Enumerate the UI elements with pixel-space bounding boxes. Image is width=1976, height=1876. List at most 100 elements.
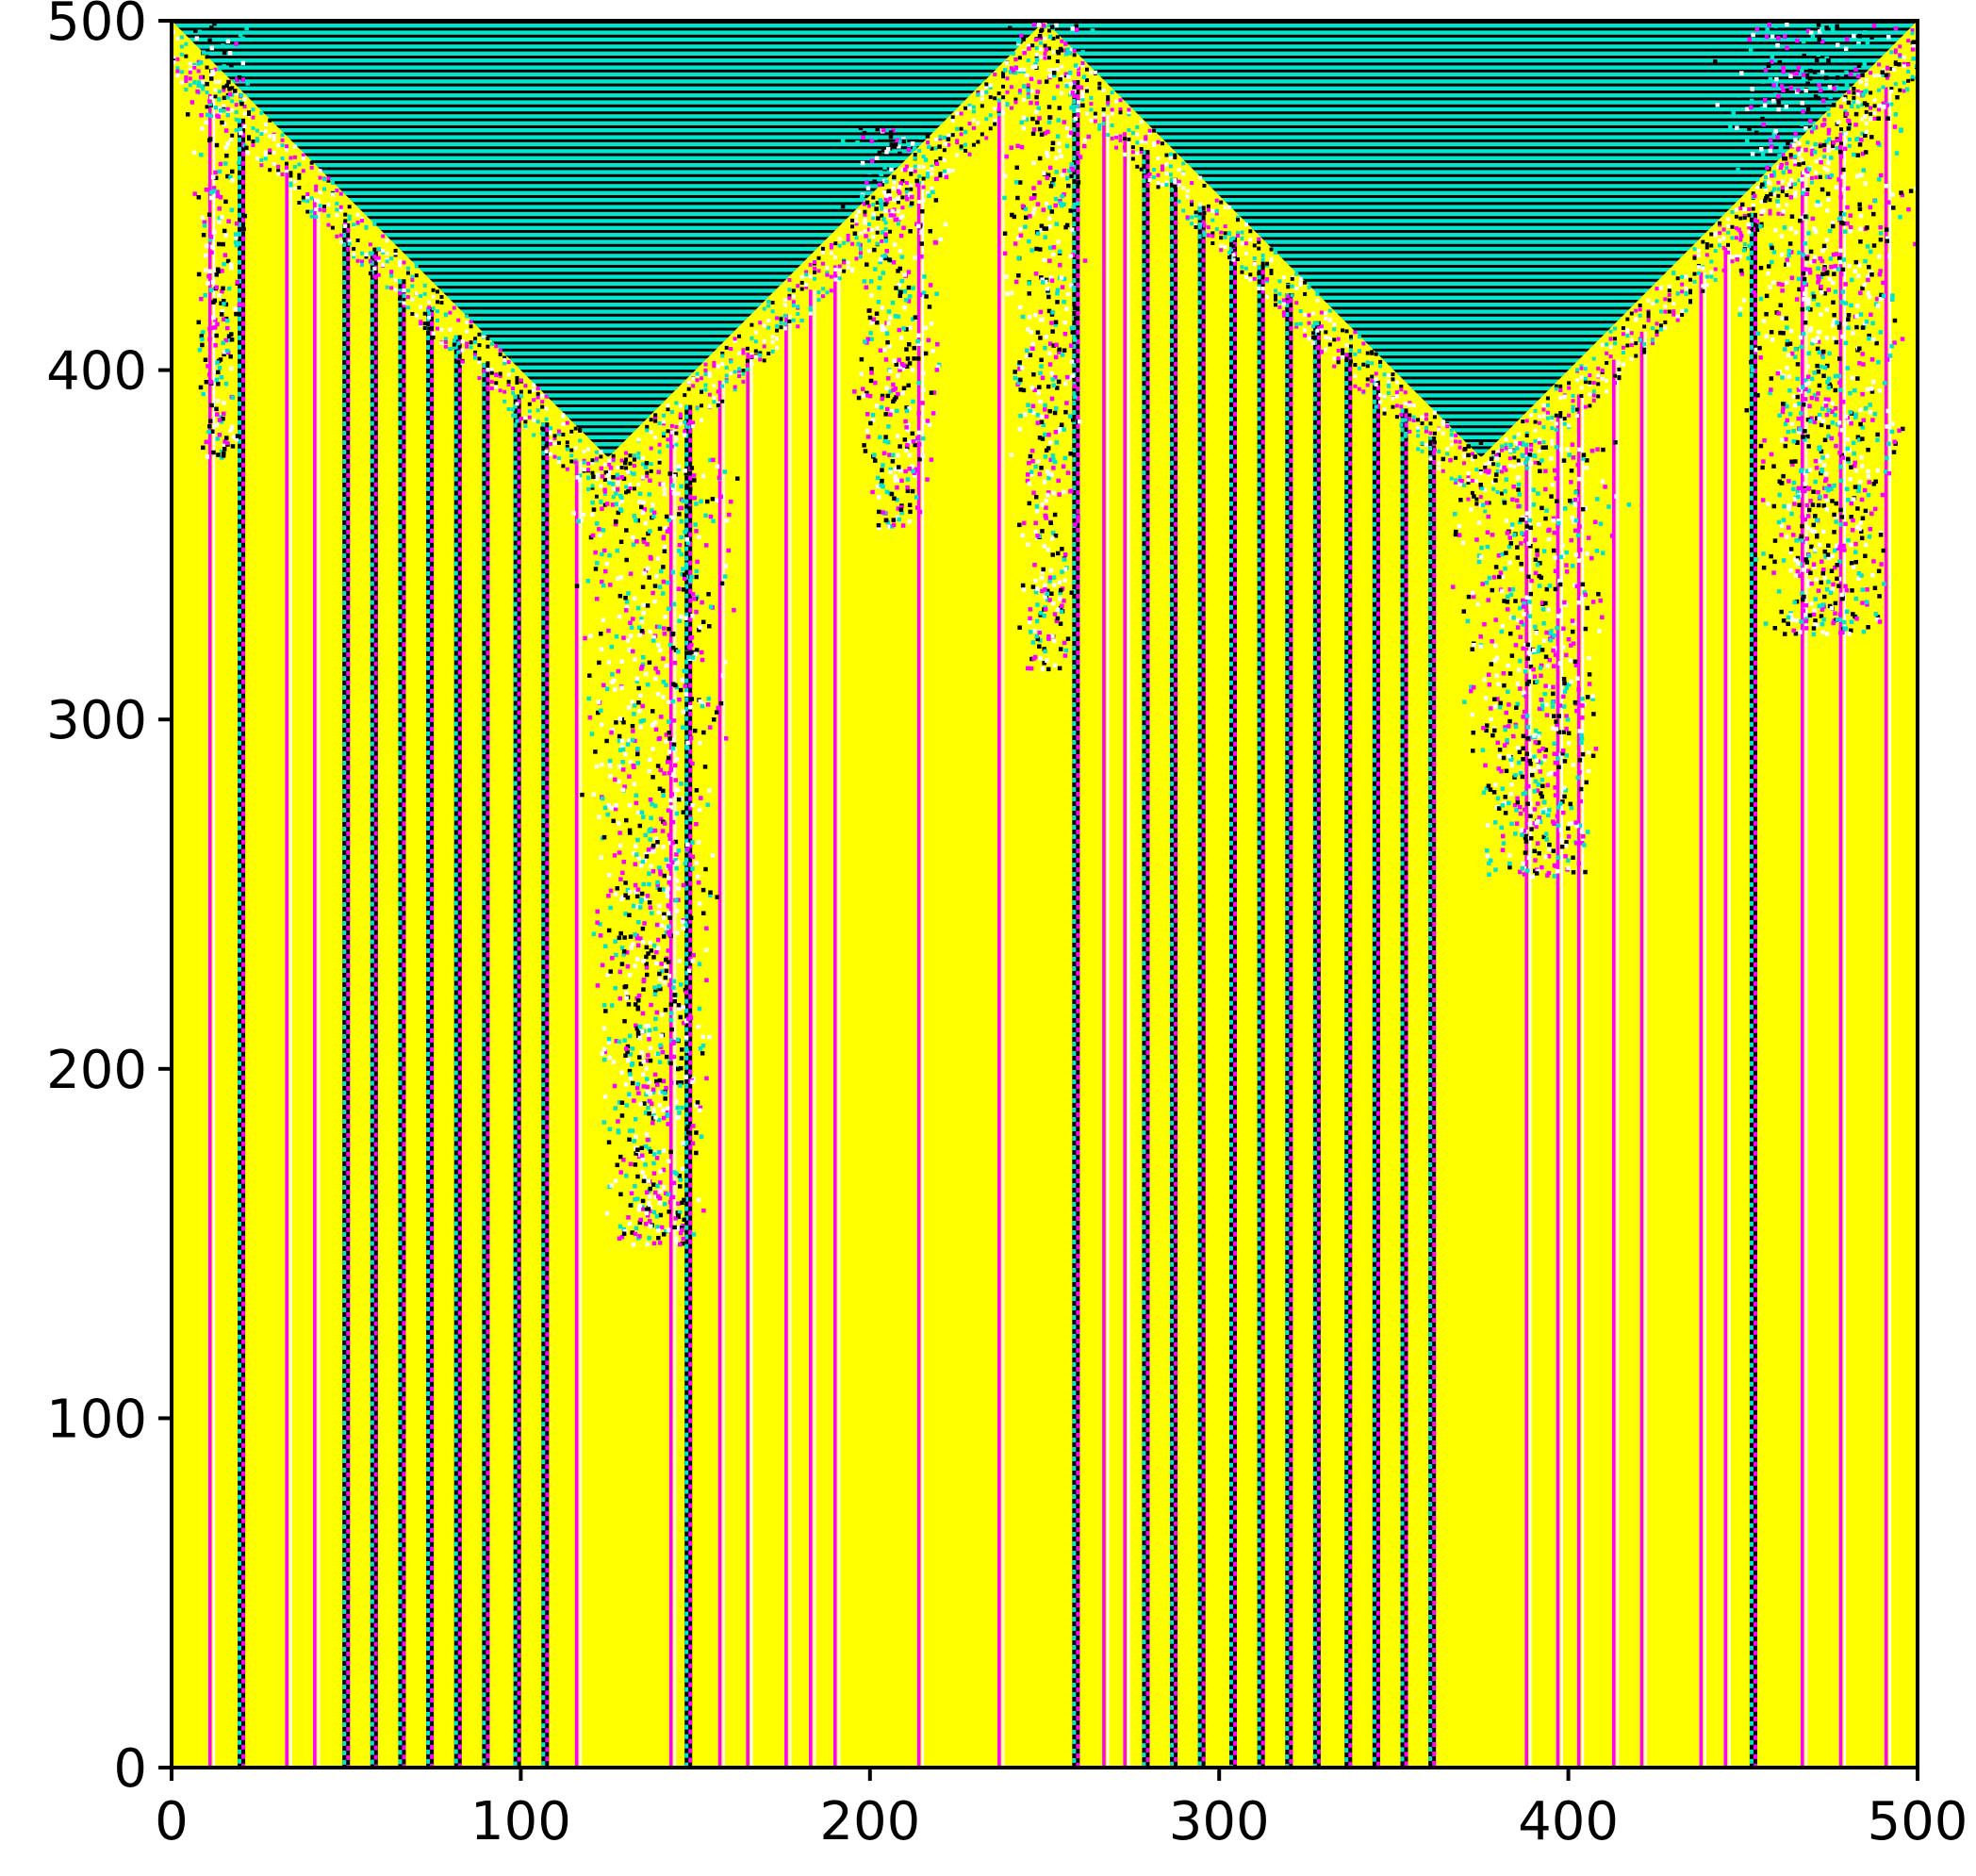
stripe-dark-cell	[1229, 897, 1234, 902]
stripe-dark-cell	[430, 1489, 435, 1495]
stripe-dark-cell	[1260, 496, 1265, 502]
stripe-dark-cell	[688, 918, 693, 924]
stripe-dark-cell	[513, 1582, 518, 1588]
stripe-dark-cell	[486, 490, 490, 496]
stripe-dark-cell	[545, 785, 550, 791]
stripe-dark-cell	[398, 1467, 403, 1473]
stripe-dark-cell	[517, 832, 521, 838]
stripe-dark-cell	[402, 614, 406, 619]
stripe-dark-cell	[1201, 427, 1206, 433]
stripe-dark-cell	[1145, 1333, 1150, 1339]
stripe-dark-cell	[1145, 503, 1150, 509]
stripe-dark-cell	[482, 533, 486, 538]
stripe-dark-cell	[342, 977, 347, 982]
stripe-dark-cell	[541, 488, 546, 494]
stripe-dark-cell	[370, 1439, 374, 1444]
stripe-dark-cell	[1229, 925, 1234, 930]
stripe-dark-cell	[238, 1683, 242, 1688]
stripe-dark-cell	[453, 1023, 458, 1029]
stripe-dark-cell	[1229, 670, 1234, 676]
stripe-dark-cell	[482, 1654, 486, 1660]
stripe-dark-cell	[1201, 1379, 1206, 1385]
stripe-dark-cell	[1170, 1648, 1175, 1654]
stripe-dark-cell	[1197, 375, 1202, 381]
stripe-dark-cell	[545, 898, 550, 904]
stripe-dark-cell	[1201, 1040, 1206, 1045]
stripe-dark-cell	[370, 1627, 374, 1633]
stripe-dark-cell	[346, 1566, 351, 1572]
stripe-dark-cell	[346, 1509, 351, 1515]
stripe-dark-cell	[1072, 1456, 1077, 1462]
stripe-dark-cell	[486, 1697, 490, 1703]
stripe-dark-cell	[1260, 270, 1265, 275]
stripe-dark-cell	[426, 853, 431, 859]
stripe-dark-cell	[486, 1489, 490, 1495]
stripe-dark-cell	[342, 1486, 347, 1491]
stripe-dark-cell	[426, 674, 431, 680]
stripe-dark-cell	[238, 533, 242, 538]
stripe-dark-cell	[684, 1526, 689, 1532]
stripe-dark-cell	[426, 476, 431, 482]
stripe-dark-cell	[688, 1493, 693, 1499]
stripe-dark-cell	[1229, 944, 1234, 949]
stripe-dark-cell	[1170, 1572, 1175, 1578]
stripe-dark-cell	[684, 1639, 689, 1645]
stripe-dark-cell	[1174, 1153, 1178, 1159]
stripe-dark-cell	[373, 491, 378, 497]
stripe-dark-cell	[238, 1306, 242, 1311]
stripe-dark-cell	[1201, 286, 1206, 291]
stripe-dark-cell	[342, 1505, 347, 1510]
stripe-dark-cell	[1076, 1075, 1080, 1080]
stripe-dark-cell	[513, 1516, 518, 1522]
stripe-dark-cell	[545, 1728, 550, 1734]
stripe-dark-cell	[513, 526, 518, 532]
stripe-dark-cell	[1076, 226, 1080, 232]
stripe-dark-cell	[1076, 575, 1080, 581]
stripe-dark-cell	[1145, 1446, 1150, 1452]
stripe-dark-cell	[541, 1054, 546, 1060]
stripe-dark-cell	[373, 350, 378, 355]
stripe-dark-cell	[1072, 1259, 1077, 1264]
stripe-dark-cell	[238, 872, 242, 878]
stripe-dark-cell	[426, 863, 431, 868]
stripe-dark-cell	[1142, 1291, 1146, 1296]
stripe-dark-cell	[1145, 1672, 1150, 1678]
stripe-dark-cell	[457, 726, 462, 732]
stripe-dark-cell	[1197, 1101, 1202, 1107]
stripe-dark-cell	[517, 1549, 521, 1555]
stripe-dark-cell	[1145, 1512, 1150, 1518]
stripe-dark-cell	[373, 510, 378, 516]
stripe-dark-cell	[370, 1118, 374, 1124]
stripe-dark-cell	[1142, 1036, 1146, 1042]
stripe-dark-cell	[684, 423, 689, 429]
stripe-dark-cell	[545, 1558, 550, 1564]
stripe-dark-cell	[238, 184, 242, 189]
stripe-dark-cell	[457, 1141, 462, 1146]
stripe-dark-cell	[238, 240, 242, 246]
stripe-dark-cell	[398, 1109, 403, 1114]
stripe-dark-cell	[426, 844, 431, 849]
stripe-dark-cell	[342, 816, 347, 822]
stripe-dark-cell	[457, 764, 462, 769]
stripe-dark-cell	[1197, 1374, 1202, 1380]
stripe-dark-cell	[1142, 1111, 1146, 1117]
stripe-dark-cell	[1197, 1120, 1202, 1126]
stripe-dark-cell	[1174, 1030, 1178, 1036]
stripe-dark-cell	[1076, 886, 1080, 892]
stripe-dark-cell	[241, 764, 246, 769]
stripe-dark-cell	[517, 974, 521, 979]
stripe-dark-cell	[373, 614, 378, 619]
stripe-dark-cell	[482, 1079, 486, 1085]
stripe-dark-cell	[342, 1127, 347, 1133]
stripe-dark-cell	[517, 1615, 521, 1621]
stripe-dark-cell	[541, 573, 546, 579]
stripe-dark-cell	[1260, 647, 1265, 652]
stripe-dark-cell	[517, 540, 521, 546]
stripe-dark-cell	[1197, 1686, 1202, 1691]
stripe-dark-cell	[545, 1662, 550, 1668]
stripe-dark-cell	[1229, 727, 1234, 732]
stripe-dark-cell	[1229, 1575, 1234, 1581]
stripe-dark-cell	[486, 896, 490, 901]
stripe-dark-cell	[684, 1611, 689, 1617]
stripe-dark-cell	[482, 1155, 486, 1160]
